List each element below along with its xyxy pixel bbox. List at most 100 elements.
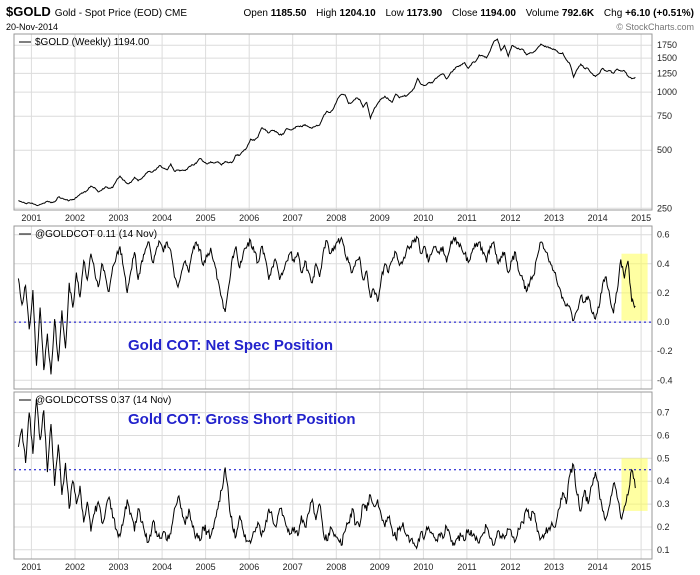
svg-text:2007: 2007 [283,213,303,223]
svg-text:2008: 2008 [326,562,346,572]
chart-header: $GOLD Gold - Spot Price (EOD) CME Open 11… [0,0,700,33]
gross-short-annotation: Gold COT: Gross Short Position [128,411,356,428]
svg-text:0.3: 0.3 [657,499,670,509]
close-label: Close [452,8,478,19]
svg-text:0.7: 0.7 [657,408,670,418]
svg-text:2011: 2011 [457,562,476,572]
svg-text:500: 500 [657,145,672,155]
svg-text:2002: 2002 [65,562,85,572]
chart-title: Gold - Spot Price (EOD) CME [54,8,188,19]
svg-text:2011: 2011 [457,213,476,223]
svg-text:2015: 2015 [631,213,651,223]
svg-text:2009: 2009 [370,213,390,223]
stockcharts-credit: © StockCharts.com [616,22,694,32]
svg-text:-0.2: -0.2 [657,346,673,356]
svg-text:750: 750 [657,111,672,121]
svg-text:2002: 2002 [65,213,85,223]
y-axis-labels: 0.7 0.6 0.5 0.4 0.3 0.2 0.1 [657,408,670,555]
highlight-box [621,253,648,321]
high-label: High [316,8,337,19]
net-spec-annotation: Gold COT: Net Spec Position [128,337,334,354]
close-value: 1194.00 [480,8,516,19]
quote-summary: Open 1185.50 High 1204.10 Low 1173.90 Cl… [237,8,694,19]
svg-text:0.6: 0.6 [657,230,670,240]
svg-text:1750: 1750 [657,40,677,50]
svg-text:2003: 2003 [108,213,128,223]
panel-background [0,33,700,225]
gridlines [14,392,652,559]
svg-text:2004: 2004 [152,213,172,223]
svg-text:2004: 2004 [152,562,172,572]
svg-text:0.0: 0.0 [657,317,670,327]
svg-text:2010: 2010 [413,213,433,223]
svg-text:0.6: 0.6 [657,431,670,441]
svg-text:2014: 2014 [588,213,608,223]
svg-text:1000: 1000 [657,87,677,97]
svg-text:0.2: 0.2 [657,288,670,298]
svg-text:0.4: 0.4 [657,476,670,486]
svg-text:2015: 2015 [631,562,651,572]
x-axis-labels: 2001 2002 2003 2004 2005 2006 2007 2008 2009 2010… [21,213,651,223]
y-axis-labels: 1750 1500 1250 1000 750 500 250 [657,40,677,213]
svg-text:0.5: 0.5 [657,453,670,463]
low-label: Low [385,8,404,19]
gold-price-line [18,38,636,207]
cot-net-spec-line [17,235,636,375]
svg-text:2010: 2010 [413,562,433,572]
svg-text:2001: 2001 [21,562,41,572]
svg-text:2005: 2005 [196,213,216,223]
quote-date: 20-Nov-2014 [6,22,59,32]
low-value: 1173.90 [406,8,443,19]
svg-text:2006: 2006 [239,213,259,223]
svg-text:2014: 2014 [588,562,608,572]
svg-text:2009: 2009 [370,562,390,572]
svg-text:2013: 2013 [544,213,564,223]
svg-text:1250: 1250 [657,68,677,78]
plot-border [13,225,653,390]
plot-border [13,33,653,211]
panel-background [0,391,700,575]
svg-text:2007: 2007 [283,562,303,572]
volume-label: Volume [525,8,560,19]
legend-label: @GOLDCOTSS 0.37 (14 Nov) [35,395,171,406]
legend-label: @GOLDCOT 0.11 (14 Nov) [35,229,157,240]
plot-border [13,391,653,560]
svg-text:250: 250 [657,203,672,213]
gridlines [14,34,652,210]
svg-text:1500: 1500 [657,53,677,63]
volume-value: 792.6K [561,8,595,19]
svg-text:0.1: 0.1 [657,545,670,555]
svg-text:-0.4: -0.4 [657,375,673,385]
cot-gross-short-panel: Gold COT: Gross Short Position 0.7 0.6 0.5… [0,391,700,575]
svg-text:0.4: 0.4 [657,259,670,269]
chg-value: +6.10 (+0.51%) [625,8,694,19]
gold-price-panel: 1750 1500 1250 1000 750 500 250 2001 2002 2003 200… [0,33,700,225]
open-label: Open [243,8,268,19]
svg-text:2003: 2003 [108,562,128,572]
header-row-2: 20-Nov-2014 © StockCharts.com [6,22,694,32]
symbol-block: $GOLD Gold - Spot Price (EOD) CME [6,3,187,21]
x-axis-labels: 2001 2002 2003 2004 2005 2006 2007 2008 2009 2010… [21,562,651,572]
svg-text:2012: 2012 [500,562,520,572]
svg-text:2013: 2013 [544,562,564,572]
y-axis-labels: 0.6 0.4 0.2 0.0 -0.2 -0.4 [657,230,673,386]
cot-net-spec-panel: Gold COT: Net Spec Position 0.6 0.4 0.2 0.0… [0,225,700,391]
header-row-1: $GOLD Gold - Spot Price (EOD) CME Open 11… [6,3,694,21]
high-value: 1204.10 [339,8,376,19]
symbol: $GOLD [6,4,51,19]
legend-label: $GOLD (Weekly) 1194.00 [35,37,150,48]
svg-text:2006: 2006 [239,562,259,572]
svg-text:2012: 2012 [500,213,520,223]
open-value: 1185.50 [270,8,307,19]
cot-gross-short-line [17,398,636,550]
cot-net-spec-chart: 0.6 0.4 0.2 0.0 -0.2 -0.4 @GOLDCOT 0.11 (14 No… [0,225,700,391]
svg-text:2008: 2008 [326,213,346,223]
svg-text:2005: 2005 [196,562,216,572]
chg-label: Chg [603,8,623,19]
svg-text:2001: 2001 [21,213,41,223]
svg-text:0.2: 0.2 [657,522,670,532]
panel-background [0,225,700,391]
